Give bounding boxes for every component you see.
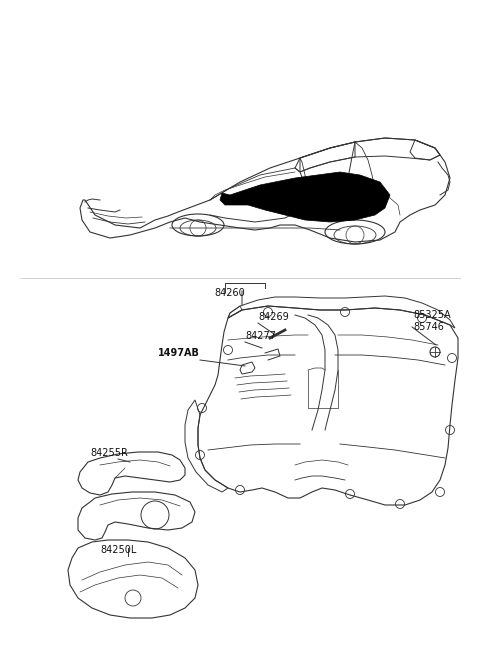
Text: 84255R: 84255R (90, 448, 128, 458)
Text: 84260: 84260 (215, 288, 245, 298)
Text: 85325A: 85325A (413, 310, 451, 320)
Text: 84250L: 84250L (100, 545, 136, 555)
Text: 84269: 84269 (258, 312, 289, 322)
Text: 1497AB: 1497AB (158, 348, 200, 358)
Text: 85746: 85746 (413, 322, 444, 332)
Polygon shape (220, 172, 390, 222)
Text: 84277: 84277 (245, 331, 276, 341)
